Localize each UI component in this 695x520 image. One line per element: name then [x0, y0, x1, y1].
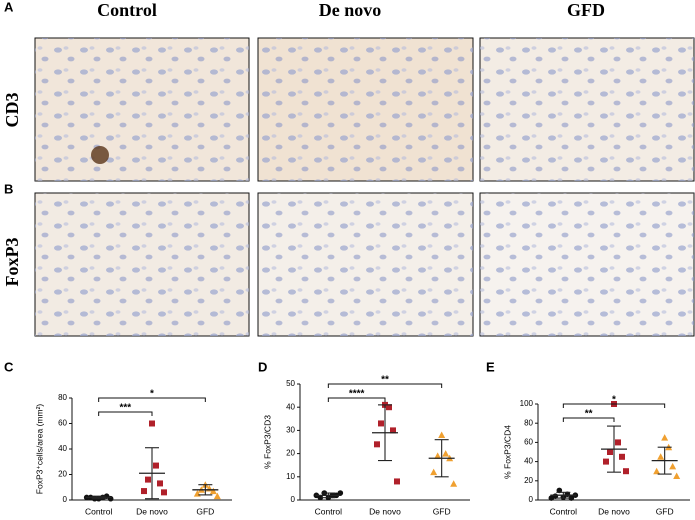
point — [378, 420, 384, 427]
x-tick-label: Control — [315, 506, 343, 516]
x-tick-label: Control — [85, 506, 113, 516]
point — [653, 467, 661, 475]
y-tick-label: 60 — [524, 438, 533, 447]
point — [623, 468, 629, 475]
y-tick-label: 20 — [58, 470, 67, 479]
point — [568, 495, 575, 501]
row-label: FoxP3 — [2, 238, 22, 287]
x-tick-label: De novo — [598, 506, 630, 516]
point — [430, 468, 438, 476]
significance-label: * — [150, 389, 154, 400]
image-texture — [35, 38, 249, 181]
significance-bracket — [98, 411, 153, 416]
y-tick-label: 0 — [529, 495, 534, 504]
point — [603, 458, 609, 465]
panel-label: E — [486, 359, 495, 374]
significance-bracket — [562, 403, 666, 408]
point — [442, 450, 450, 457]
x-tick-label: GFD — [196, 506, 214, 516]
stain — [91, 146, 109, 164]
point — [107, 495, 114, 502]
y-tick-label: 40 — [58, 444, 67, 453]
y-axis-label: FoxP3⁺cells/area (mm²) — [34, 404, 44, 495]
point — [450, 480, 458, 487]
significance-label: ** — [381, 375, 389, 386]
y-tick-label: 100 — [520, 399, 534, 408]
significance-label: * — [612, 395, 616, 406]
y-tick-label: 80 — [524, 418, 533, 427]
y-tick-label: 50 — [286, 379, 295, 388]
point — [386, 404, 392, 411]
significance-label: **** — [349, 389, 365, 400]
point — [390, 427, 396, 434]
point — [153, 462, 159, 469]
panel-label: B — [4, 181, 13, 196]
y-tick-label: 80 — [58, 393, 67, 402]
point — [145, 476, 151, 483]
column-header: De novo — [319, 0, 382, 20]
micrographs — [34, 37, 695, 337]
x-tick-label: De novo — [369, 506, 401, 516]
point — [669, 462, 677, 470]
point — [374, 441, 380, 448]
x-tick-label: De novo — [136, 506, 168, 516]
point — [607, 449, 613, 455]
panel-label: A — [4, 0, 14, 14]
image-texture — [258, 193, 473, 336]
image-texture — [35, 193, 249, 336]
image-texture — [480, 193, 694, 336]
image-texture — [258, 38, 473, 181]
y-tick-label: 0 — [63, 495, 68, 504]
point — [548, 495, 555, 501]
point — [337, 490, 344, 496]
panel-label: D — [258, 359, 267, 374]
point — [157, 480, 163, 487]
y-tick-label: 40 — [524, 457, 533, 466]
y-tick-label: 30 — [286, 426, 295, 435]
point — [673, 472, 681, 479]
image-texture — [480, 38, 694, 181]
point — [394, 478, 400, 485]
column-header: Control — [97, 0, 157, 20]
significance-bracket — [562, 417, 615, 422]
significance-bracket — [327, 397, 386, 402]
y-tick-label: 0 — [291, 495, 296, 504]
y-tick-label: 10 — [286, 472, 295, 481]
y-tick-label: 40 — [286, 402, 295, 411]
y-tick-label: 20 — [286, 449, 295, 458]
y-tick-label: 60 — [58, 419, 67, 428]
point — [434, 452, 442, 459]
panel-label: C — [4, 359, 14, 374]
point — [213, 492, 221, 500]
point — [619, 453, 625, 460]
x-tick-label: Control — [550, 506, 578, 516]
y-tick-label: 20 — [524, 476, 533, 485]
point — [149, 420, 155, 427]
point — [661, 434, 669, 441]
row-label: CD3 — [2, 93, 22, 128]
significance-bracket — [98, 397, 206, 402]
x-tick-label: GFD — [433, 506, 451, 516]
point — [657, 453, 665, 460]
significance-label: ** — [585, 409, 593, 420]
column-header: GFD — [567, 0, 605, 20]
point — [438, 431, 446, 439]
point — [161, 489, 167, 496]
x-tick-label: GFD — [656, 506, 674, 516]
point — [615, 439, 621, 446]
y-axis-label: % FoxP3/CD3 — [262, 415, 272, 469]
significance-bracket — [327, 383, 443, 388]
y-axis-label: % FoxP3/CD4 — [502, 425, 512, 479]
significance-label: *** — [119, 403, 131, 414]
point — [141, 488, 147, 495]
point — [209, 487, 217, 495]
